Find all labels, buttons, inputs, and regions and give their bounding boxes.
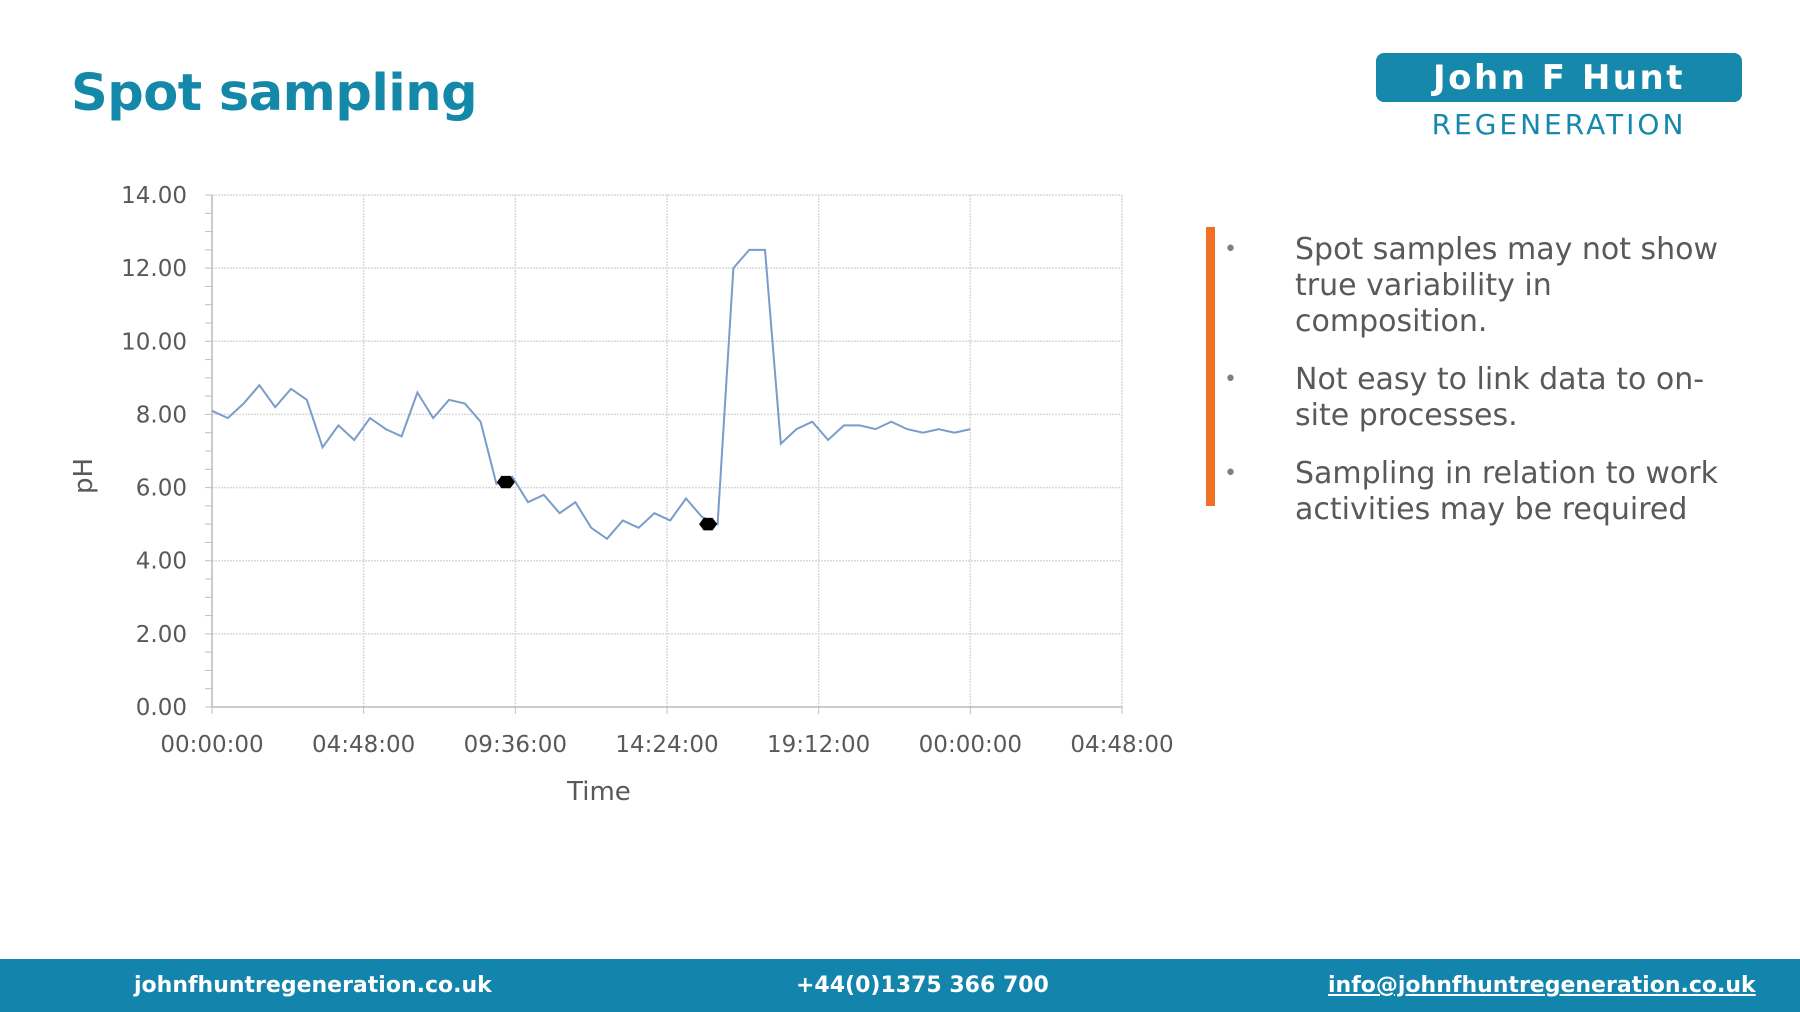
bullet-text: Spot samples may not show true variabili… <box>1295 232 1719 339</box>
footer-phone: +44(0)1375 366 700 <box>796 973 1049 998</box>
y-tick-label: 14.00 <box>121 183 187 209</box>
slide-title: Spot sampling <box>71 64 478 123</box>
footer-website-link[interactable]: johnfhuntregeneration.co.uk <box>134 973 492 998</box>
bullet-dot: • <box>1224 367 1237 392</box>
x-tick-label: 19:12:00 <box>767 732 870 758</box>
logo-bottom-text: REGENERATION <box>1431 108 1687 141</box>
sample-markers <box>496 475 718 531</box>
x-tick-label: 00:00:00 <box>160 732 263 758</box>
chart-tick-labels: 0.00 2.00 4.00 6.00 8.00 10.00 12.00 14.00 00:00… <box>121 183 1174 758</box>
footer-bar: johnfhuntregeneration.co.uk +44(0)1375 3… <box>0 959 1800 1012</box>
x-tick-label: 04:48:00 <box>312 732 415 758</box>
y-tick-label: 0.00 <box>136 695 187 721</box>
y-tick-label: 12.00 <box>121 256 187 282</box>
bullet-dot: • <box>1224 461 1237 486</box>
y-tick-label: 6.00 <box>136 476 187 502</box>
x-tick-label: 09:36:00 <box>464 732 567 758</box>
sample-point-marker <box>699 517 718 531</box>
logo-banner: John F Hunt <box>1376 53 1742 102</box>
bullet-item: • Not easy to link data to on-site proce… <box>1224 362 1744 434</box>
x-axis-label: Time <box>566 777 631 807</box>
chart-axes <box>205 194 1123 714</box>
y-axis-label: pH <box>69 458 99 494</box>
ph-line-chart: 0.00 2.00 4.00 6.00 8.00 10.00 12.00 14.00 00:00… <box>69 183 1174 807</box>
y-tick-label: 2.00 <box>136 622 187 648</box>
bullet-item: • Sampling in relation to work activitie… <box>1224 456 1744 528</box>
logo-top-text: John F Hunt <box>1433 57 1685 98</box>
accent-bar <box>1206 227 1215 506</box>
bullet-text: Not easy to link data to on-site process… <box>1295 362 1705 433</box>
sample-point-marker <box>496 475 515 489</box>
bullet-item: • Spot samples may not show true variabi… <box>1224 232 1744 340</box>
x-tick-label: 04:48:00 <box>1070 732 1173 758</box>
x-tick-label: 14:24:00 <box>615 732 718 758</box>
bullet-dot: • <box>1224 237 1237 262</box>
y-tick-label: 10.00 <box>121 329 187 355</box>
company-logo: John F Hunt REGENERATION <box>1376 53 1742 141</box>
ph-series-line <box>211 248 971 541</box>
chart-grid <box>211 194 1123 708</box>
x-tick-label: 00:00:00 <box>919 732 1022 758</box>
y-tick-label: 8.00 <box>136 402 187 428</box>
bullet-list: • Spot samples may not show true variabi… <box>1224 232 1744 550</box>
y-tick-label: 4.00 <box>136 549 187 575</box>
footer-email-link[interactable]: info@johnfhuntregeneration.co.uk <box>1328 973 1756 998</box>
bullet-text: Sampling in relation to work activities … <box>1295 456 1718 527</box>
